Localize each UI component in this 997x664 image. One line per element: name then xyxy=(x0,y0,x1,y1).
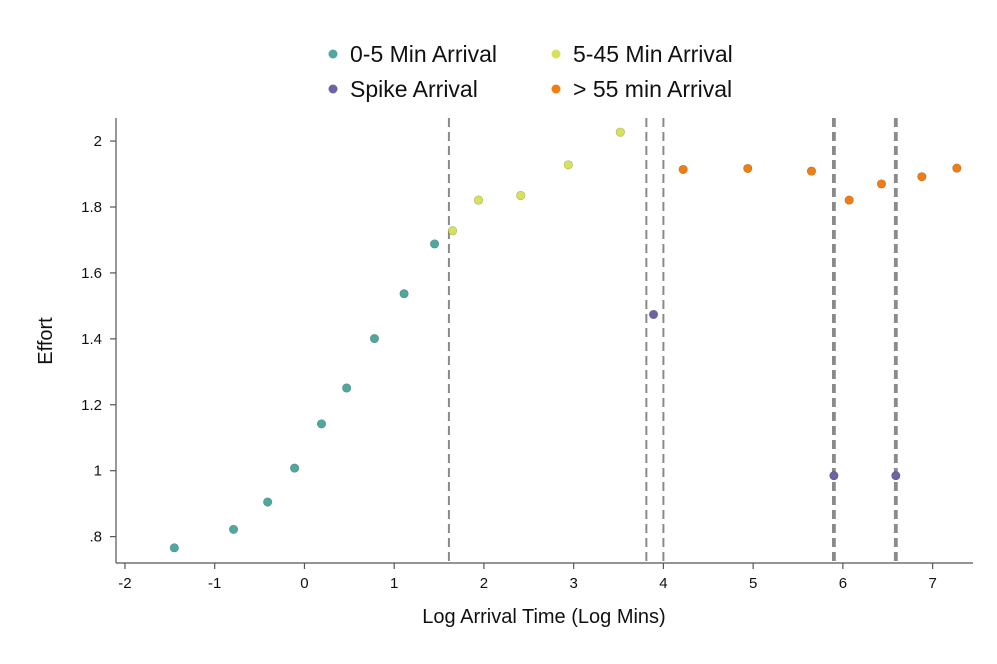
data-point-series-3 xyxy=(844,195,854,205)
x-tick-label: 7 xyxy=(928,575,936,592)
data-point-series-0 xyxy=(263,497,273,507)
data-point-series-3 xyxy=(678,164,688,175)
x-axis-ticks: -2 -1 0 1 2 3 4 5 6 7 xyxy=(118,563,937,592)
data-point-series-1 xyxy=(447,226,458,236)
legend-label-spike: Spike Arrival xyxy=(350,76,478,102)
data-point-series-1 xyxy=(563,160,573,170)
data-point-series-0 xyxy=(169,543,179,553)
data-point-series-2 xyxy=(829,471,839,481)
data-point-series-0 xyxy=(228,524,239,534)
legend-label-0-5-min: 0-5 Min Arrival xyxy=(350,41,497,67)
data-points xyxy=(169,127,962,553)
data-point-series-0 xyxy=(429,239,440,249)
data-point-series-3 xyxy=(806,166,817,176)
x-tick-label: 5 xyxy=(749,575,757,592)
y-tick-label: 1.4 xyxy=(81,331,102,348)
x-tick-label: 2 xyxy=(480,575,488,592)
legend-label-5-45-min: 5-45 Min Arrival xyxy=(573,41,733,67)
legend: 0-5 Min Arrival 5-45 Min Arrival Spike A… xyxy=(328,41,733,102)
data-point-series-0 xyxy=(342,383,352,393)
x-tick-label: 0 xyxy=(300,575,308,592)
data-point-series-3 xyxy=(743,163,753,174)
x-tick-label: -1 xyxy=(208,575,221,592)
x-tick-label: 4 xyxy=(659,575,667,592)
reference-lines xyxy=(447,118,898,563)
y-tick-label: 1.8 xyxy=(81,199,102,216)
y-tick-label: 1.6 xyxy=(81,265,102,282)
data-point-series-2 xyxy=(891,471,901,481)
x-axis-title: Log Arrival Time (Log Mins) xyxy=(422,606,665,628)
data-point-series-0 xyxy=(316,419,327,429)
y-axis-ticks: .8 1 1.2 1.4 1.6 1.8 2 xyxy=(81,133,116,546)
data-point-series-0 xyxy=(289,463,300,473)
x-tick-label: 1 xyxy=(390,575,398,592)
data-point-series-1 xyxy=(516,190,526,201)
y-tick-label: 1.2 xyxy=(81,397,102,414)
data-point-series-1 xyxy=(473,195,484,205)
x-tick-label: 6 xyxy=(839,575,847,592)
data-point-series-1 xyxy=(615,127,625,137)
data-point-series-2 xyxy=(648,309,659,320)
data-point-series-3 xyxy=(876,179,887,189)
data-point-series-3 xyxy=(917,172,927,182)
y-tick-label: 2 xyxy=(94,133,102,150)
y-tick-label: 1 xyxy=(94,463,102,480)
legend-label-over-55-min: > 55 min Arrival xyxy=(573,76,732,102)
legend-marker-over-55-min xyxy=(551,84,561,94)
legend-marker-5-45-min xyxy=(551,49,561,59)
data-point-series-0 xyxy=(399,289,409,299)
legend-marker-0-5-min xyxy=(328,49,338,59)
data-point-series-3 xyxy=(952,163,962,173)
y-tick-label: .8 xyxy=(89,529,102,546)
legend-marker-spike xyxy=(328,84,338,94)
axes xyxy=(115,118,973,564)
x-tick-label: -2 xyxy=(118,575,131,592)
x-tick-label: 3 xyxy=(569,575,577,592)
y-axis-title: Effort xyxy=(35,317,57,365)
data-point-series-0 xyxy=(369,333,380,344)
